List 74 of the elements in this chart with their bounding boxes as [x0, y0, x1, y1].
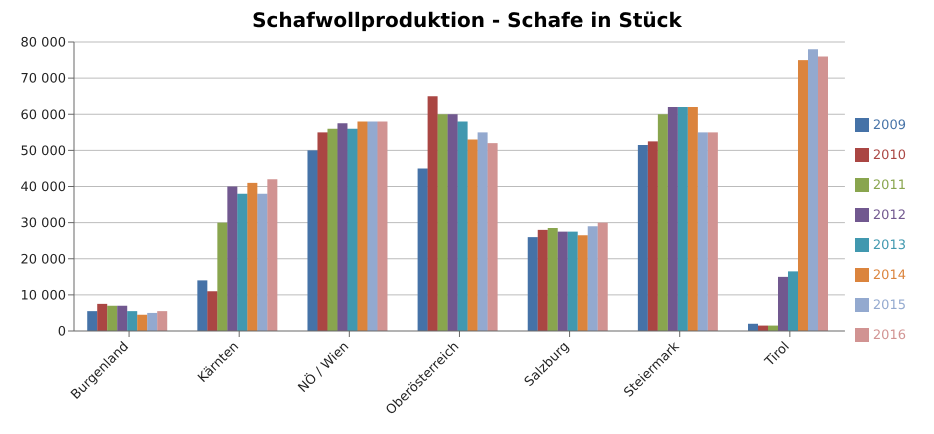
bar — [127, 311, 138, 331]
y-tick-label: 10 000 — [20, 288, 66, 304]
y-tick-label: 60 000 — [20, 108, 66, 123]
y-tick-label: 20 000 — [20, 252, 66, 268]
legend-label: 2012 — [872, 208, 906, 223]
bar — [788, 271, 798, 331]
bar — [227, 186, 238, 331]
bar — [768, 326, 778, 331]
bar — [668, 107, 678, 331]
bar — [818, 56, 828, 331]
chart-title: Schafwollproduktion - Schafe in Stück — [251, 8, 683, 34]
y-tick-label: 50 000 — [20, 144, 66, 159]
bar — [147, 312, 158, 331]
legend-label: 2016 — [872, 328, 906, 343]
bar — [418, 168, 428, 331]
y-tick-label: 40 000 — [20, 180, 66, 196]
bar — [317, 132, 328, 331]
y-tick-label: 0 — [58, 324, 66, 340]
bar — [808, 49, 818, 331]
y-tick-label: 30 000 — [20, 216, 66, 232]
bar — [598, 222, 608, 331]
legend-label: 2013 — [872, 238, 906, 253]
bar — [538, 230, 548, 331]
bar — [478, 132, 488, 331]
bar — [117, 306, 128, 331]
legend-label: 2011 — [872, 178, 906, 193]
legend-label: 2014 — [872, 268, 906, 283]
bar — [87, 311, 98, 331]
y-tick-label: 70 000 — [20, 72, 66, 87]
bar — [137, 314, 148, 331]
bar — [247, 182, 258, 331]
bar — [748, 324, 758, 331]
bar — [367, 121, 378, 331]
bar — [698, 132, 708, 331]
bar — [778, 276, 788, 331]
bar — [588, 226, 598, 331]
legend-label: 2010 — [872, 148, 906, 163]
bar — [448, 114, 458, 331]
bar — [688, 107, 698, 331]
bar — [357, 121, 368, 331]
bar — [438, 114, 448, 331]
bar — [217, 222, 228, 331]
bar — [648, 141, 658, 331]
bar — [237, 194, 248, 331]
bar — [798, 60, 808, 331]
bar — [708, 132, 718, 331]
bar — [347, 128, 358, 331]
legend-label: 2015 — [872, 298, 906, 313]
bar — [267, 179, 278, 331]
bar — [548, 228, 558, 331]
bar — [107, 306, 118, 331]
bar — [377, 121, 388, 331]
bar — [197, 280, 208, 331]
bar — [758, 326, 768, 331]
bar — [157, 311, 168, 331]
bar — [468, 140, 478, 331]
bar — [488, 143, 498, 331]
bar — [658, 114, 668, 331]
bar — [678, 107, 688, 331]
y-tick-label: 80 000 — [20, 36, 66, 51]
bar — [428, 96, 438, 331]
bar — [257, 194, 268, 331]
bar — [638, 144, 648, 331]
bar — [458, 121, 468, 331]
bar — [207, 291, 218, 331]
bar — [528, 237, 538, 331]
legend-label: 2009 — [872, 118, 906, 133]
bar — [337, 123, 348, 331]
bar — [97, 304, 108, 331]
bar — [307, 150, 318, 331]
bar — [327, 128, 338, 331]
bar — [558, 232, 568, 331]
bar — [578, 235, 588, 331]
bar — [568, 232, 578, 331]
